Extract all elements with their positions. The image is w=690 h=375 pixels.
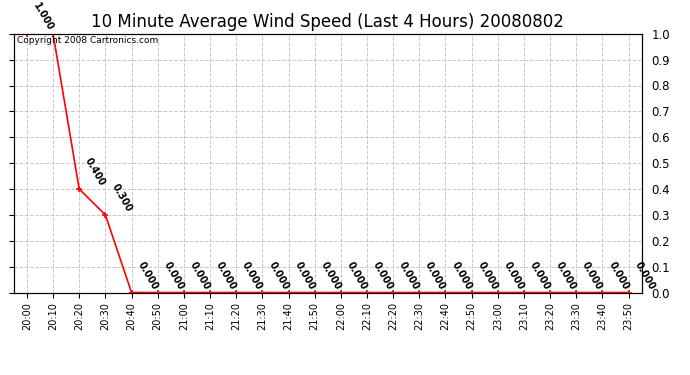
Text: 0.000: 0.000	[240, 260, 264, 291]
Text: Copyright 2008 Cartronics.com: Copyright 2008 Cartronics.com	[17, 36, 158, 45]
Text: 0.000: 0.000	[161, 260, 186, 291]
Text: 0.000: 0.000	[449, 260, 473, 291]
Title: 10 Minute Average Wind Speed (Last 4 Hours) 20080802: 10 Minute Average Wind Speed (Last 4 Hou…	[91, 13, 564, 31]
Text: 0.000: 0.000	[214, 260, 238, 291]
Text: 0.000: 0.000	[580, 260, 604, 291]
Text: 0.000: 0.000	[423, 260, 447, 291]
Text: 0.300: 0.300	[109, 182, 133, 214]
Text: 0.000: 0.000	[135, 260, 159, 291]
Text: 0.000: 0.000	[528, 260, 552, 291]
Text: 0.000: 0.000	[371, 260, 395, 291]
Text: 0.000: 0.000	[397, 260, 421, 291]
Text: 0.000: 0.000	[345, 260, 368, 291]
Text: 0.000: 0.000	[502, 260, 526, 291]
Text: 0.000: 0.000	[319, 260, 343, 291]
Text: 0.400: 0.400	[83, 156, 107, 188]
Text: 1.000: 1.000	[31, 1, 55, 33]
Text: 0.000: 0.000	[607, 260, 631, 291]
Text: 0.000: 0.000	[475, 260, 500, 291]
Text: 0.000: 0.000	[633, 260, 657, 291]
Text: 0.000: 0.000	[188, 260, 212, 291]
Text: 0.000: 0.000	[293, 260, 317, 291]
Text: 0.000: 0.000	[554, 260, 578, 291]
Text: 0.000: 0.000	[266, 260, 290, 291]
